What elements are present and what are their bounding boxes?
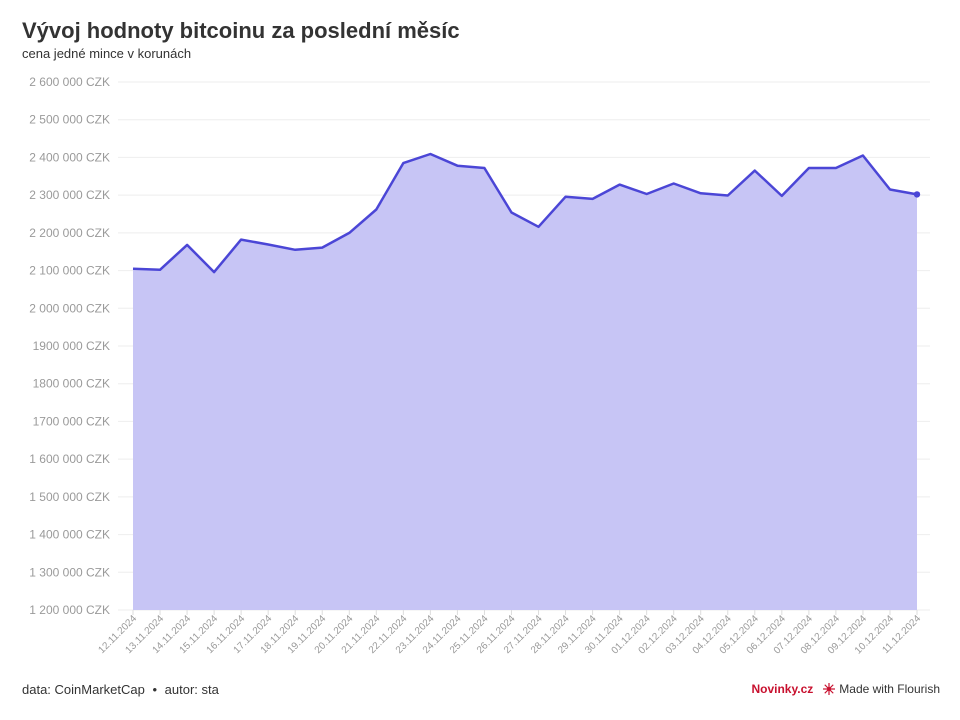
y-tick-label: 2 600 000 CZK xyxy=(29,75,110,89)
x-axis-ticks: 12.11.202413.11.202414.11.202415.11.2024… xyxy=(96,610,923,657)
made-with-flourish-label: Made with Flourish xyxy=(839,682,940,696)
area-fill xyxy=(133,154,917,610)
chart-title: Vývoj hodnoty bitcoinu za poslední měsíc xyxy=(22,18,460,43)
y-tick-label: 2 200 000 CZK xyxy=(29,226,110,240)
data-points xyxy=(132,154,921,273)
novinky-logo[interactable]: Novinky.cz xyxy=(751,682,814,696)
y-tick-label: 2 100 000 CZK xyxy=(29,264,110,278)
last-data-point xyxy=(913,191,921,198)
footer-credits: data: CoinMarketCap • autor: sta xyxy=(22,682,219,697)
flourish-badge[interactable]: Made with Flourish xyxy=(823,682,940,696)
flourish-icon xyxy=(823,683,836,695)
y-tick-label: 1 200 000 CZK xyxy=(29,603,110,617)
y-axis-ticks: 1 200 000 CZK 1 300 000 CZK 1 400 000 CZK 1… xyxy=(29,75,110,617)
y-tick-label: 1 300 000 CZK xyxy=(29,565,110,579)
author-credit: autor: sta xyxy=(164,682,219,697)
series-line xyxy=(132,152,918,274)
y-tick-label: 1 500 000 CZK xyxy=(29,490,110,504)
y-tick-label: 2 000 000 CZK xyxy=(29,301,110,315)
y-tick-label: 1800 000 CZK xyxy=(33,377,110,391)
y-tick-label: 2 300 000 CZK xyxy=(29,188,110,202)
y-tick-label: 1 400 000 CZK xyxy=(29,528,110,542)
y-tick-label: 1700 000 CZK xyxy=(33,414,110,428)
chart-subtitle: cena jedné mince v korunách xyxy=(22,46,192,61)
footer-brands: Novinky.cz Made with Flourish xyxy=(751,682,940,696)
source-credit: data: CoinMarketCap xyxy=(22,682,145,697)
y-tick-label: 2 500 000 CZK xyxy=(29,113,110,127)
y-tick-label: 2 400 000 CZK xyxy=(29,150,110,164)
credit-separator: • xyxy=(152,682,158,697)
y-tick-label: 1900 000 CZK xyxy=(33,339,110,353)
y-tick-label: 1 600 000 CZK xyxy=(29,452,110,466)
